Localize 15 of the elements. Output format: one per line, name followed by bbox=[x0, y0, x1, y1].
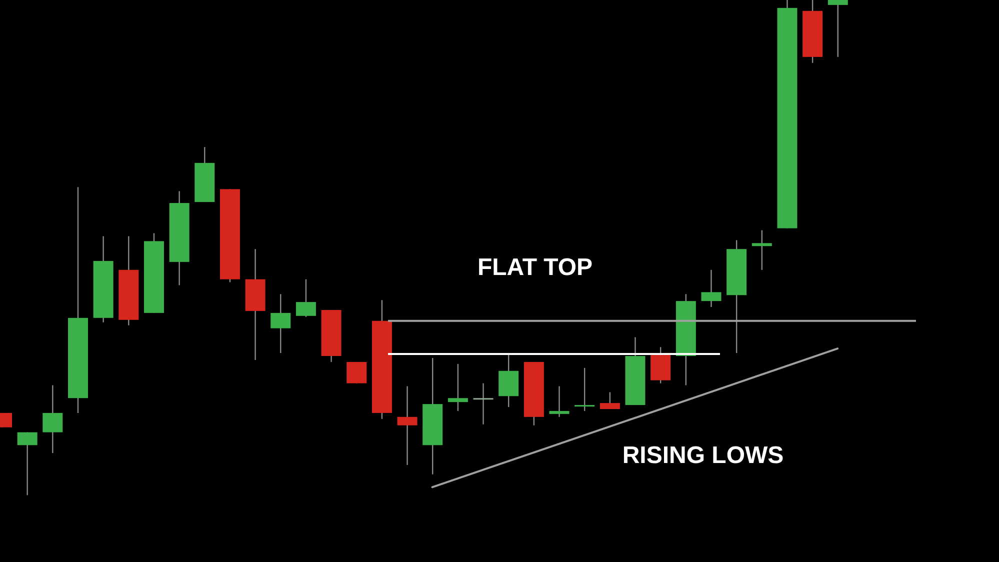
candlestick bbox=[550, 386, 570, 418]
candlestick bbox=[600, 392, 620, 410]
candlestick bbox=[270, 294, 291, 354]
candlestick bbox=[474, 382, 494, 425]
annotation: FLAT TOP bbox=[477, 254, 593, 282]
candlestick bbox=[42, 384, 63, 454]
candlestick bbox=[702, 269, 722, 308]
annotation: RISING LOWS bbox=[622, 442, 784, 470]
candlestick bbox=[296, 278, 316, 318]
candlestick bbox=[752, 230, 772, 270]
candlestick bbox=[448, 363, 468, 412]
candlestick bbox=[574, 367, 595, 412]
candlestick bbox=[828, 0, 848, 58]
candlestick bbox=[18, 432, 38, 496]
candlestick bbox=[398, 386, 418, 466]
